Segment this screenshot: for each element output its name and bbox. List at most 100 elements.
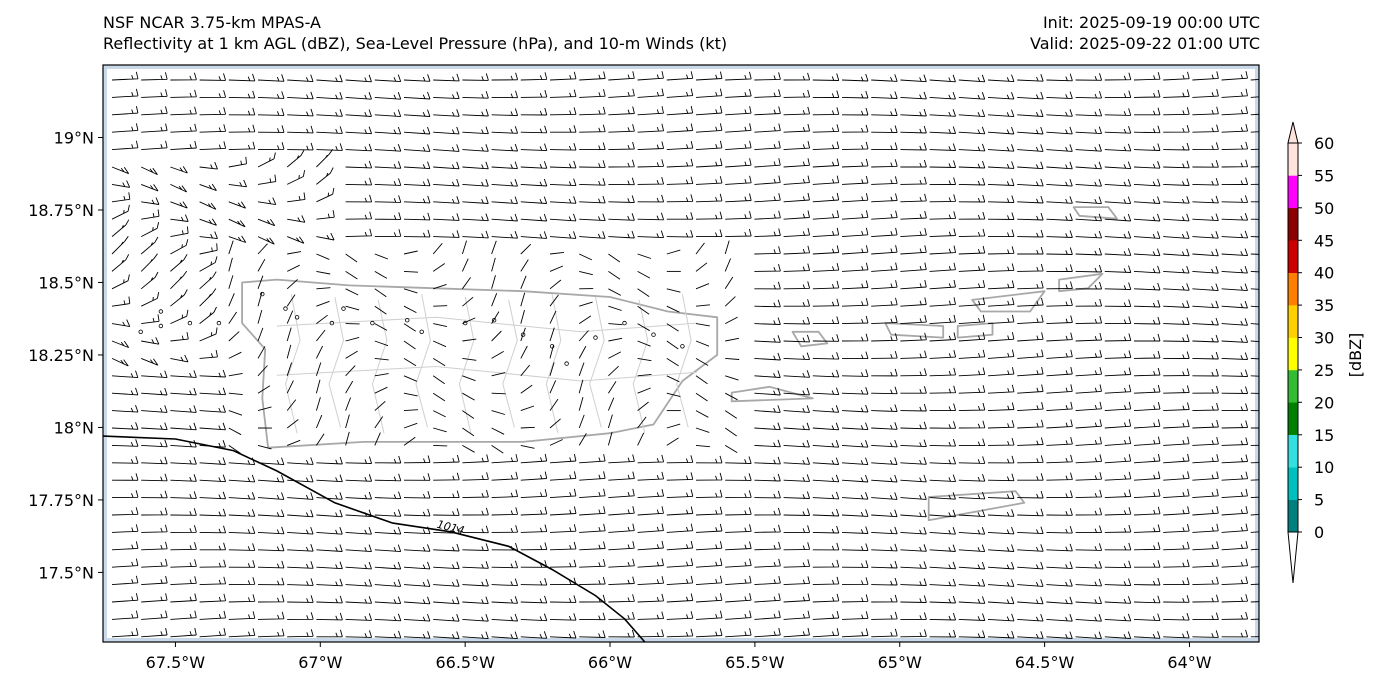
wind-barb — [141, 524, 168, 533]
wind-barb — [812, 474, 840, 483]
wind-barb — [170, 123, 197, 133]
wind-barb — [549, 294, 559, 307]
wind-barb — [725, 357, 740, 360]
wind-barb — [725, 628, 752, 638]
wind-barb — [345, 350, 358, 359]
wind-barb — [812, 192, 840, 203]
wind-barb — [228, 492, 256, 500]
wind-barb — [1104, 419, 1132, 429]
wind-barb — [929, 349, 957, 359]
wind-barb — [257, 243, 268, 255]
wind-barb — [1163, 368, 1190, 377]
wind-barb — [1046, 525, 1073, 534]
wind-barb — [462, 296, 474, 307]
wind-barb — [783, 227, 811, 238]
wind-barb — [900, 368, 927, 377]
wind-barb — [695, 229, 723, 238]
wind-barb — [783, 352, 811, 361]
wind-barb — [871, 176, 898, 185]
wind-barb — [1250, 113, 1259, 116]
wind-barb — [140, 271, 159, 290]
wind-barb — [608, 629, 635, 638]
wind-barb — [987, 596, 1015, 605]
wind-barb — [549, 398, 559, 411]
wind-barb — [403, 195, 431, 204]
wind-barb — [1192, 160, 1219, 168]
wind-barb — [1046, 561, 1073, 570]
wind-barb — [491, 525, 519, 533]
wind-barb — [1192, 368, 1219, 377]
wind-barb — [900, 176, 927, 185]
wind-barb — [783, 158, 810, 168]
wind-barb — [1017, 631, 1044, 639]
wind-barb — [783, 422, 810, 431]
wind-barb — [1250, 270, 1259, 273]
init-time: Init: 2025-09-19 00:00 UTC — [1042, 13, 1260, 32]
wind-barb — [286, 294, 296, 307]
wind-barb — [1046, 454, 1073, 464]
wind-barb — [783, 576, 811, 586]
wind-barb — [549, 439, 563, 446]
wind-barb — [286, 344, 292, 359]
wind-barb — [1133, 196, 1161, 204]
wind-barb — [754, 263, 781, 272]
wind-barb — [1163, 488, 1190, 499]
wind-barb — [608, 594, 635, 603]
wind-barb — [1192, 231, 1219, 239]
wind-barb — [929, 228, 957, 238]
wind-barb — [1192, 334, 1219, 343]
wind-barb — [1163, 523, 1190, 533]
wind-barb — [1163, 577, 1190, 586]
wind-barb — [871, 74, 898, 82]
wind-barb — [520, 613, 548, 622]
wind-barb — [579, 454, 606, 464]
wind-barb — [1075, 525, 1103, 534]
wind-barb — [608, 305, 622, 311]
wind-barb — [929, 332, 957, 342]
wind-barb — [608, 541, 635, 551]
wind-barb — [432, 263, 445, 272]
wind-barb — [111, 439, 139, 447]
wind-barb — [1104, 507, 1132, 516]
wind-barb — [754, 610, 781, 620]
wind-barb — [345, 431, 350, 446]
wind-barb — [958, 92, 986, 100]
wind-barb — [1104, 231, 1132, 239]
wind-barb — [841, 107, 869, 116]
radar-echo-point — [158, 309, 164, 314]
wind-barb — [141, 593, 168, 603]
wind-barb — [316, 329, 326, 342]
wind-barb — [1104, 196, 1132, 205]
wind-barb — [257, 152, 276, 168]
wind-barb — [1192, 558, 1219, 568]
wind-barb — [900, 159, 927, 168]
wind-barb — [549, 380, 557, 394]
wind-barb — [783, 192, 810, 203]
wind-barb — [812, 457, 840, 465]
wind-barb — [841, 245, 869, 255]
wind-barb — [170, 610, 197, 620]
isobar-1014 — [103, 435, 646, 642]
wind-barb — [987, 349, 1015, 359]
wind-barb — [871, 474, 898, 483]
wind-barb — [170, 72, 197, 81]
wind-barb — [958, 544, 986, 553]
wind-barb — [725, 524, 752, 533]
wind-barb — [520, 143, 548, 152]
municipal-border-line — [632, 299, 649, 434]
wind-barb — [228, 392, 243, 396]
wind-barb — [170, 593, 197, 603]
wind-barb — [462, 614, 489, 622]
wind-barb — [403, 305, 417, 313]
wind-barb — [199, 124, 227, 133]
wind-barb — [199, 405, 226, 413]
wind-barb — [666, 123, 694, 133]
wind-barb — [579, 124, 606, 133]
wind-barb — [111, 88, 139, 98]
wind-barb — [637, 373, 652, 377]
wind-barb — [462, 507, 489, 516]
wind-barb — [1221, 248, 1249, 257]
wind-barb — [170, 289, 188, 307]
wind-barb — [549, 471, 577, 481]
wind-barb — [1250, 410, 1259, 412]
